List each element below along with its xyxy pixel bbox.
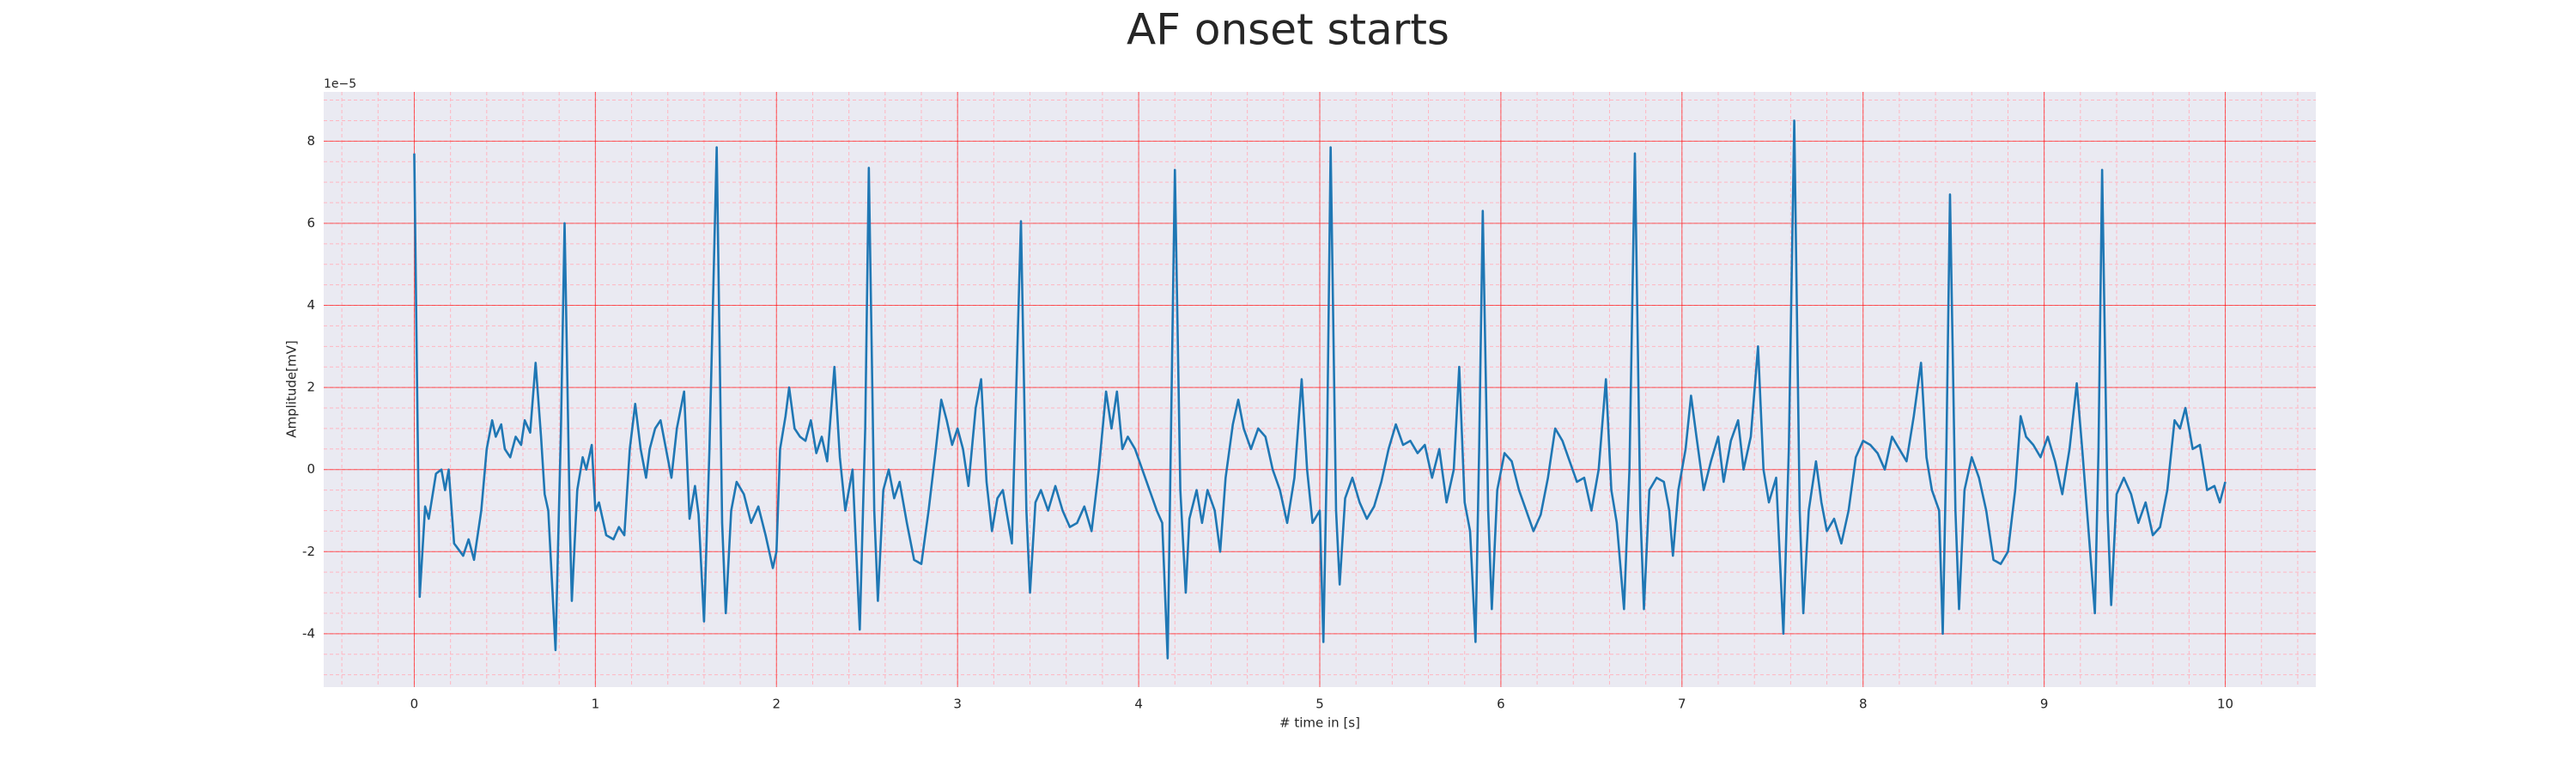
x-tick-label: 0	[410, 697, 419, 712]
y-tick-label: -2	[302, 544, 315, 559]
y-tick-label: 8	[307, 133, 315, 149]
plot-area	[413, 119, 2227, 660]
x-tick-label: 5	[1315, 697, 1324, 712]
data-line	[413, 119, 2227, 660]
y-tick-label: 4	[307, 297, 315, 313]
y-offset-text: 1e−5	[324, 77, 356, 91]
x-tick-label: 10	[2217, 697, 2233, 712]
y-tick-label: 2	[307, 380, 315, 395]
chart-title: AF onset starts	[1127, 5, 1449, 55]
x-tick-label: 9	[2040, 697, 2049, 712]
x-tick-label: 7	[1678, 697, 1686, 712]
y-tick-label: 0	[307, 461, 315, 477]
x-tick-label: 1	[592, 697, 600, 712]
y-tick-label: -4	[302, 625, 315, 641]
x-tick-label: 4	[1134, 697, 1143, 712]
x-axis-label: # time in [s]	[1279, 715, 1360, 731]
x-tick-label: 8	[1859, 697, 1868, 712]
x-tick-label: 6	[1497, 697, 1505, 712]
x-tick-label: 3	[953, 697, 962, 712]
y-tick-label: 6	[307, 215, 315, 230]
y-axis-label: Amplitude[mV]	[284, 340, 300, 437]
x-tick-label: 2	[772, 697, 781, 712]
